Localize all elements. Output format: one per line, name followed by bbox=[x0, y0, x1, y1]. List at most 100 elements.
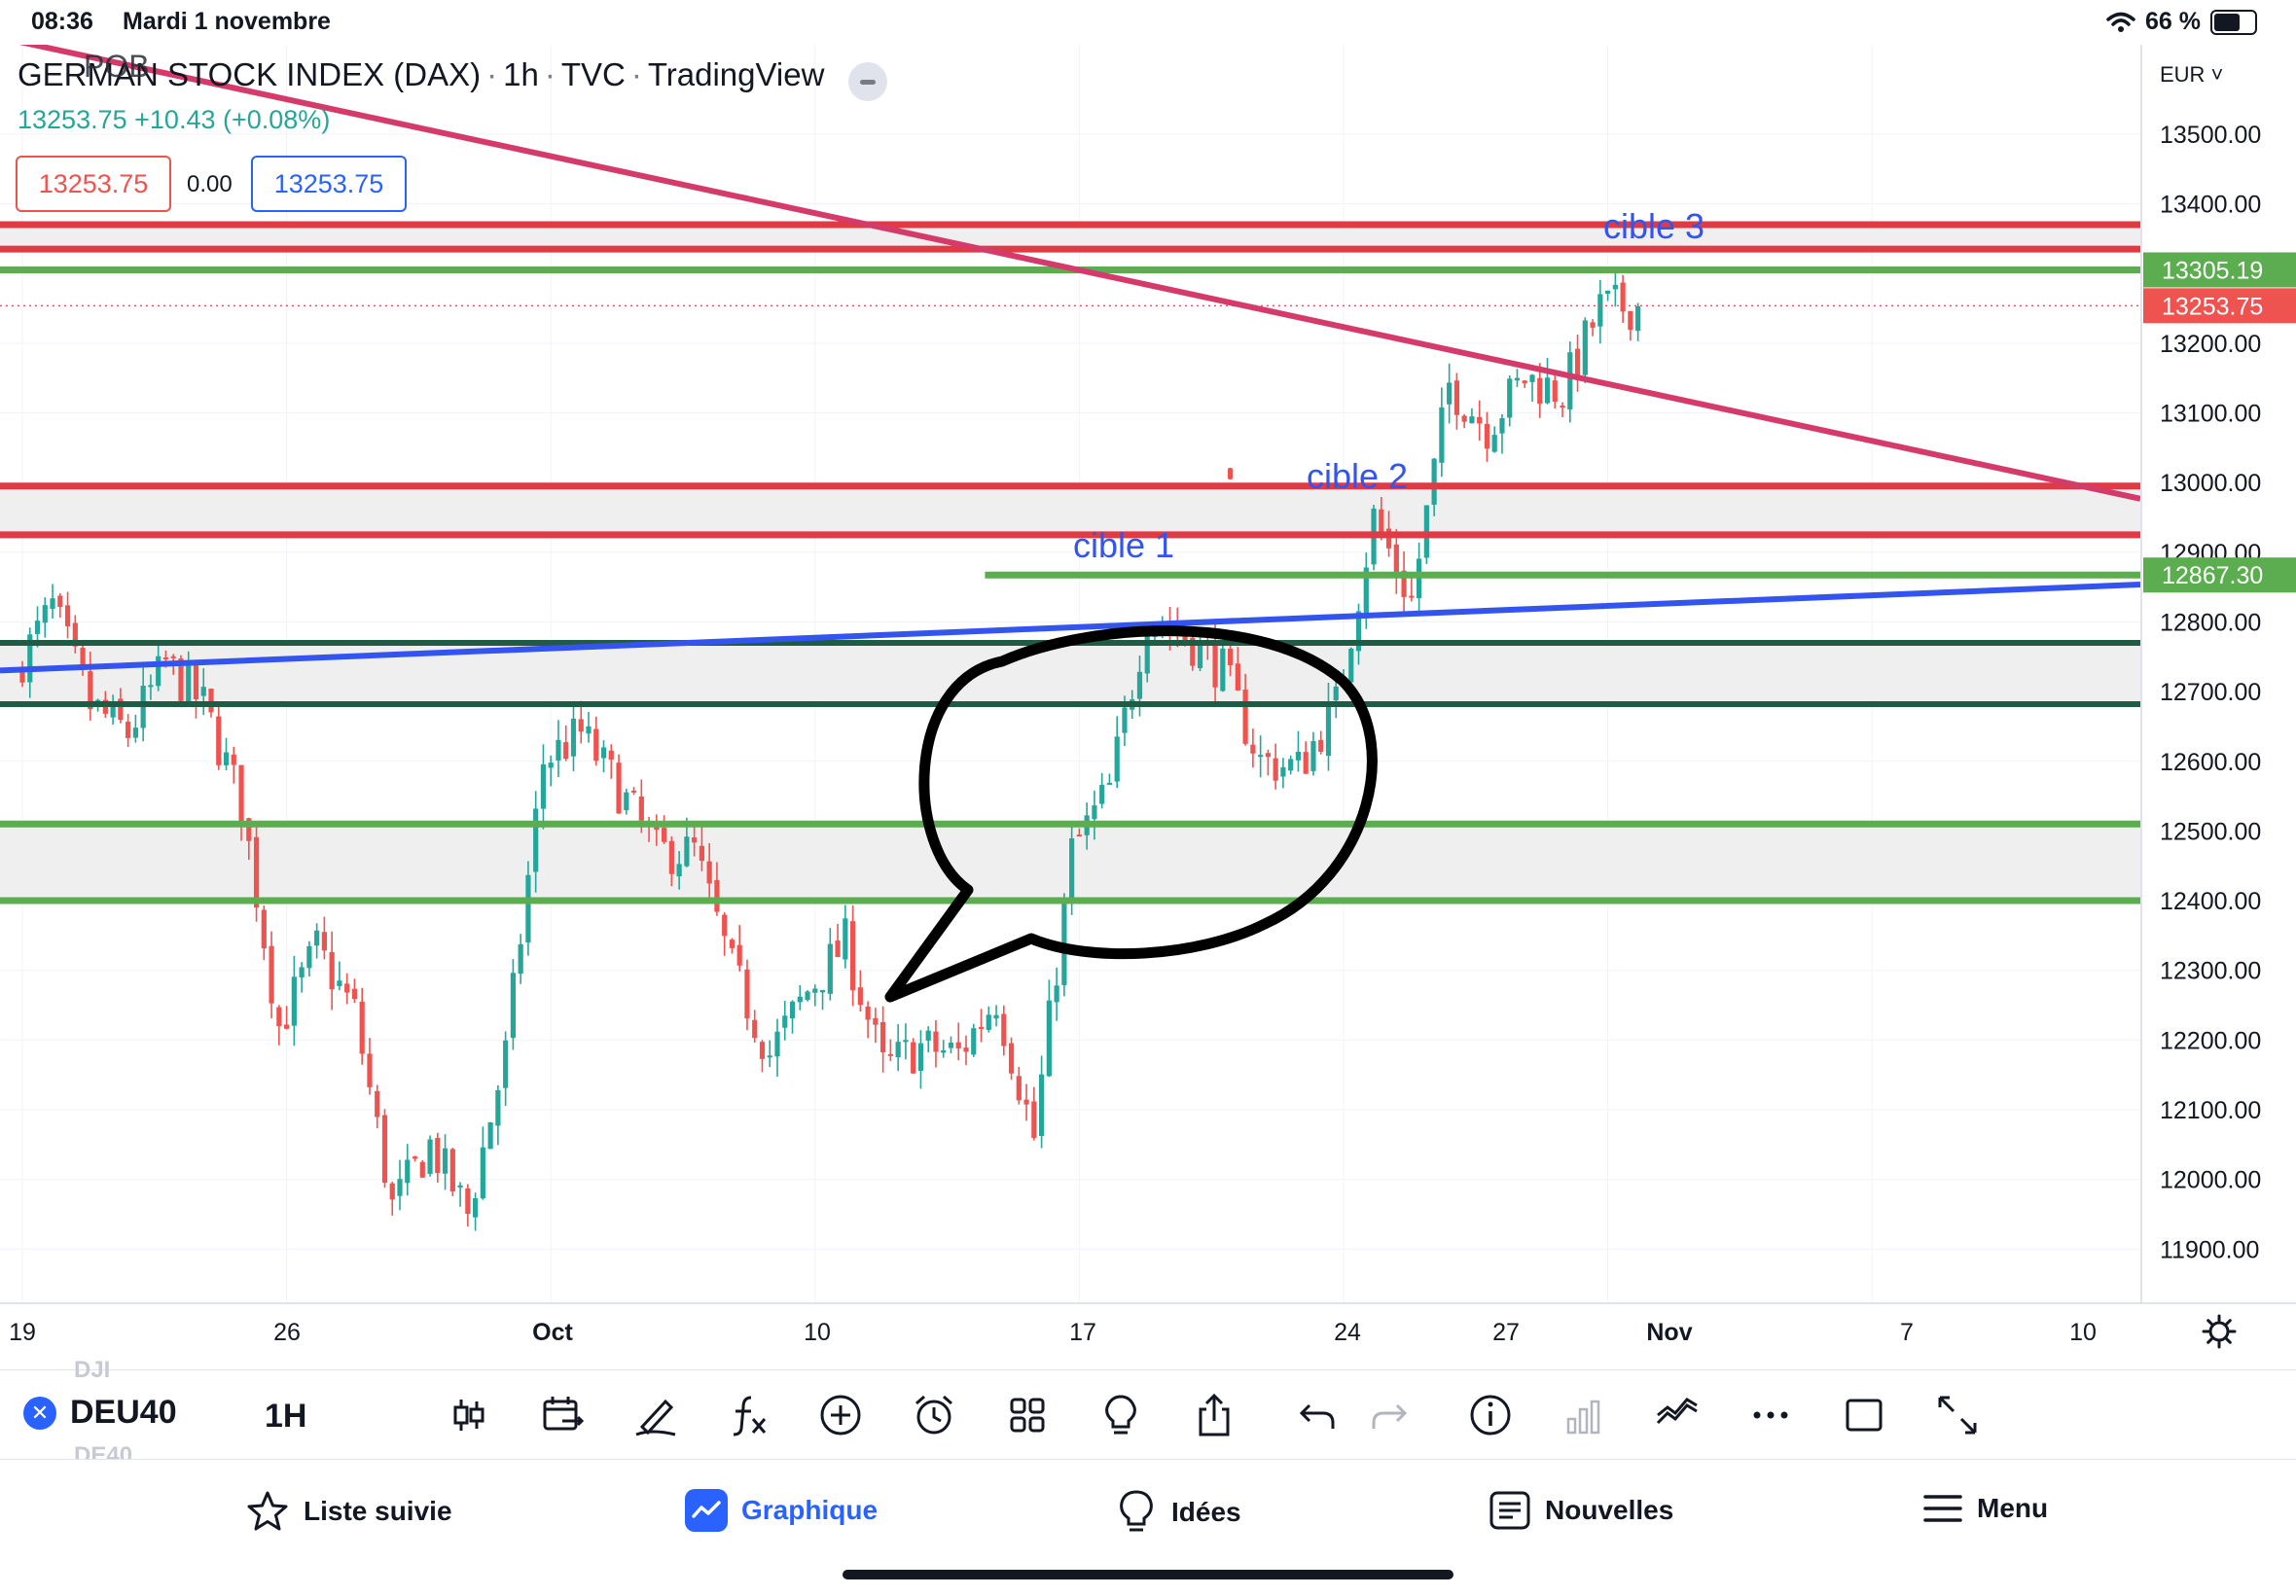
undo-icon[interactable] bbox=[1294, 1392, 1341, 1438]
buy-button[interactable]: 13253.75 bbox=[251, 156, 407, 212]
candle-body bbox=[608, 750, 614, 761]
candle-body bbox=[1612, 284, 1618, 290]
volume-bars-icon[interactable] bbox=[1561, 1392, 1607, 1438]
candle-body bbox=[819, 989, 826, 993]
symbol-selector[interactable]: ✕ DEU40 bbox=[23, 1394, 177, 1432]
nav-watchlist[interactable]: Liste suivie bbox=[245, 1489, 452, 1534]
info-icon[interactable] bbox=[1467, 1392, 1514, 1438]
candle-body bbox=[933, 1031, 939, 1052]
trading-panel-icon[interactable] bbox=[1654, 1392, 1701, 1438]
price-axis-label: 12400.00 bbox=[2160, 888, 2261, 915]
candle-body bbox=[736, 944, 742, 966]
ghost-symbol-above: DJI bbox=[74, 1357, 111, 1383]
candle-body bbox=[1212, 641, 1218, 688]
layout-grid-icon[interactable] bbox=[1004, 1392, 1051, 1438]
drawing-pen-icon[interactable] bbox=[632, 1392, 679, 1438]
candle-body bbox=[1190, 637, 1196, 666]
nav-ideas[interactable]: Idées bbox=[1115, 1489, 1241, 1536]
candle-body bbox=[880, 1021, 886, 1052]
candle-body bbox=[1054, 985, 1059, 1003]
alarm-clock-icon[interactable] bbox=[911, 1392, 957, 1438]
redo-icon[interactable] bbox=[1366, 1392, 1413, 1438]
nav-menu[interactable]: Menu bbox=[1922, 1489, 2048, 1528]
candle-body bbox=[1333, 686, 1339, 701]
level-zone bbox=[0, 225, 2140, 250]
speech-bubble-drawing bbox=[884, 625, 1378, 1003]
candle-body bbox=[1355, 611, 1362, 652]
time-axis-label: 10 bbox=[2069, 1319, 2097, 1346]
candle-body bbox=[1507, 378, 1513, 418]
candle-body bbox=[638, 796, 644, 821]
price-axis-label: 13400.00 bbox=[2160, 192, 2261, 219]
collapse-legend-button[interactable] bbox=[848, 62, 887, 101]
candle-body bbox=[570, 718, 577, 757]
candle-body bbox=[1620, 282, 1626, 312]
fullscreen-expand-icon[interactable] bbox=[1934, 1392, 1981, 1438]
price-axis-label: 13500.00 bbox=[2160, 122, 2261, 149]
window-square-icon[interactable] bbox=[1841, 1392, 1887, 1438]
candle-body bbox=[216, 716, 222, 765]
candle-body bbox=[767, 1055, 772, 1058]
candle-body bbox=[887, 1053, 893, 1056]
time-axis-label: 17 bbox=[1069, 1319, 1096, 1346]
candle-body bbox=[344, 983, 350, 993]
symbol-interval[interactable]: 1h bbox=[503, 56, 539, 92]
nav-news-label: Nouvelles bbox=[1545, 1495, 1674, 1525]
candle-body bbox=[1552, 380, 1558, 402]
chart-header: GERMAN STOCK INDEX (DAX) · 1h · TVC · TradingV… bbox=[18, 56, 824, 93]
candle-body bbox=[495, 1089, 501, 1126]
settings-gear-icon[interactable] bbox=[2202, 1314, 2237, 1349]
price-axis-label: 12300.00 bbox=[2160, 958, 2261, 985]
price-chart[interactable]: cible 1 cible 2 cible 3 EUR ˅ 13500.00 13400.… bbox=[0, 45, 2296, 1369]
candle-body bbox=[744, 969, 750, 1019]
interval-selector[interactable]: 1H bbox=[265, 1398, 307, 1435]
candle-body bbox=[381, 1115, 388, 1184]
candle-body bbox=[971, 1028, 977, 1055]
candle-body bbox=[1136, 671, 1143, 699]
candle-body bbox=[752, 1019, 758, 1039]
time-axis-label: 24 bbox=[1334, 1319, 1361, 1346]
annotation-cible3: cible 3 bbox=[1603, 206, 1704, 246]
candle-body bbox=[148, 685, 154, 688]
nav-news[interactable]: Nouvelles bbox=[1489, 1489, 1673, 1532]
nav-chart[interactable]: Graphique bbox=[685, 1489, 878, 1532]
candle-body bbox=[299, 967, 305, 977]
candle-body bbox=[759, 1042, 766, 1059]
candle-body bbox=[291, 976, 297, 1026]
trendline-blue bbox=[0, 582, 2141, 674]
red-marker bbox=[1228, 468, 1233, 479]
candle-body bbox=[306, 945, 312, 969]
time-axis-label: Nov bbox=[1646, 1319, 1692, 1346]
candle-body bbox=[556, 739, 561, 762]
more-dots-icon[interactable] bbox=[1747, 1392, 1794, 1438]
annotation-cible1: cible 1 bbox=[1073, 525, 1174, 565]
sell-button[interactable]: 13253.75 bbox=[16, 156, 171, 212]
candle-body bbox=[253, 836, 260, 908]
symbol-name[interactable]: GERMAN STOCK INDEX (DAX) bbox=[18, 56, 482, 92]
star-icon bbox=[247, 1491, 288, 1531]
candle-body bbox=[662, 828, 667, 842]
candle-body bbox=[843, 918, 848, 960]
candle-body bbox=[676, 864, 682, 877]
candle-body bbox=[1461, 415, 1467, 422]
price-axis-label: 11900.00 bbox=[2160, 1236, 2259, 1263]
candle-body bbox=[193, 663, 199, 699]
candle-body bbox=[367, 1053, 373, 1087]
candle-body bbox=[118, 698, 124, 721]
candle-body bbox=[208, 689, 214, 713]
calendar-replay-icon[interactable] bbox=[539, 1392, 586, 1438]
candle-body bbox=[797, 996, 803, 1003]
spread-value: 0.00 bbox=[187, 171, 233, 197]
candle-body bbox=[321, 932, 327, 951]
indicators-fx-icon[interactable] bbox=[726, 1392, 772, 1438]
status-bar: 08:36 Mardi 1 novembre 66 % bbox=[0, 0, 2296, 45]
add-plus-icon[interactable] bbox=[817, 1392, 864, 1438]
ideas-bulb-icon bbox=[1120, 1490, 1153, 1532]
currency-selector[interactable]: EUR ˅ bbox=[2160, 62, 2223, 87]
candle-body bbox=[1431, 458, 1437, 505]
candle-body bbox=[948, 1043, 954, 1048]
candle-body bbox=[276, 1007, 282, 1027]
idea-lightbulb-icon[interactable] bbox=[1097, 1392, 1144, 1438]
candle-type-icon[interactable] bbox=[446, 1392, 492, 1438]
share-icon[interactable] bbox=[1191, 1392, 1238, 1438]
